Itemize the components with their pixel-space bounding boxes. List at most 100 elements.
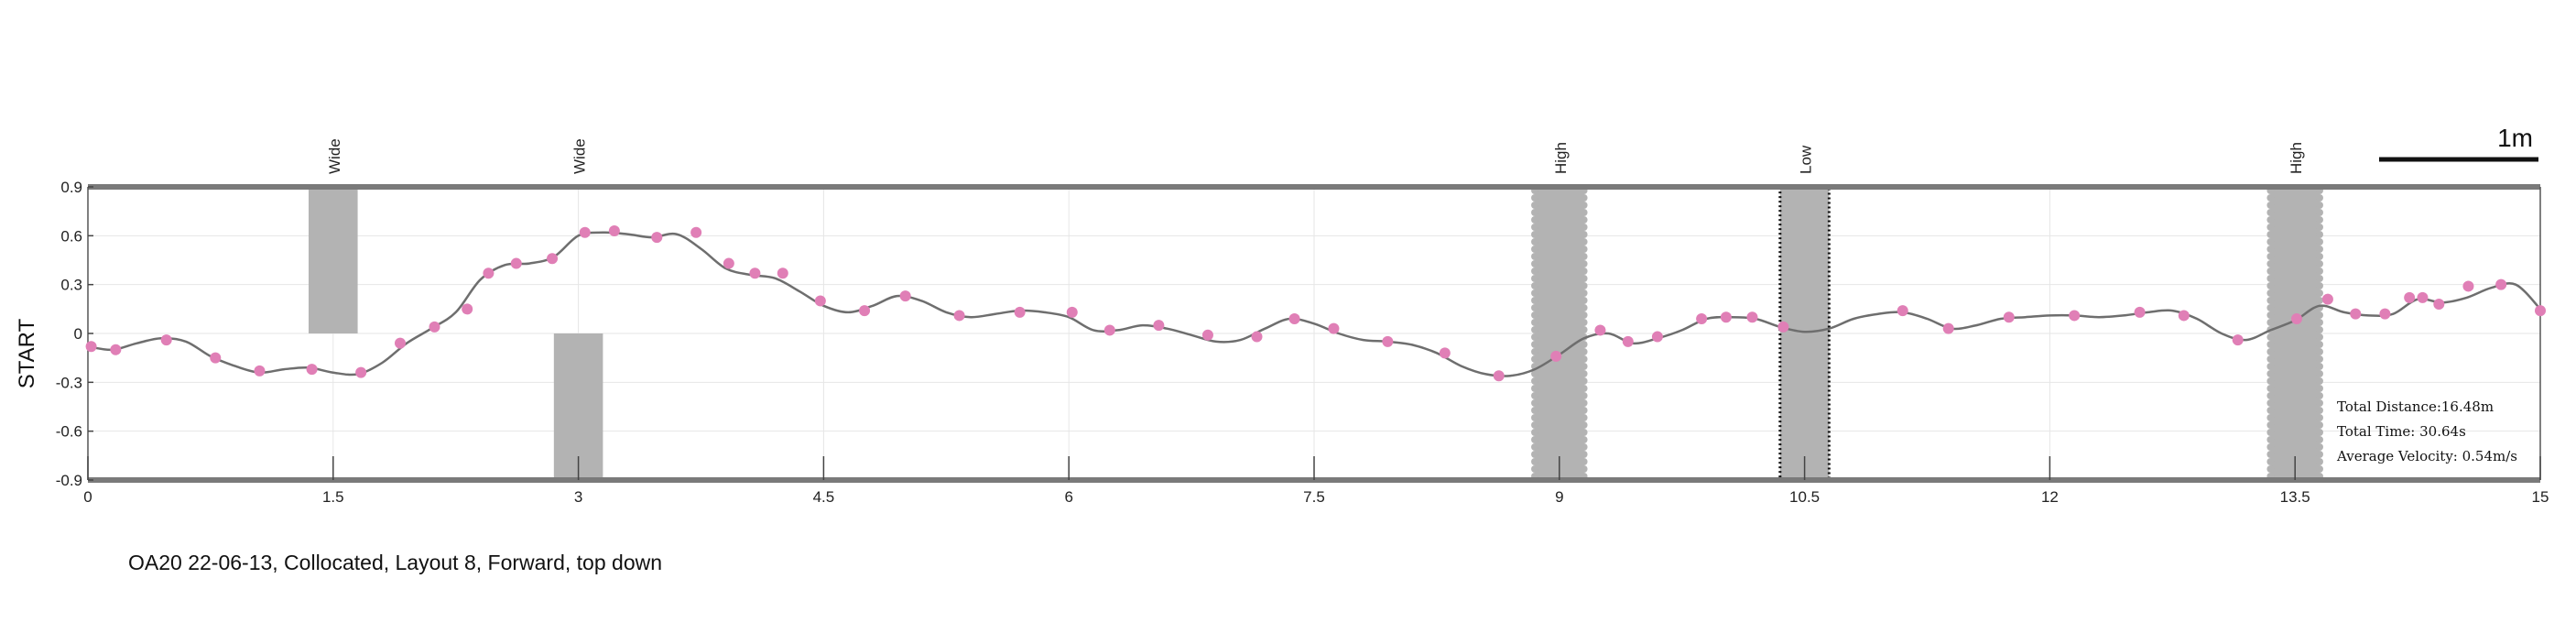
path-marker xyxy=(110,344,122,355)
obstacle-high-edge xyxy=(1531,326,1539,333)
obstacle-label: Low xyxy=(1798,145,1815,174)
obstacle-high-edge xyxy=(1531,319,1539,326)
path-marker xyxy=(2495,278,2507,290)
obstacle-high-edge xyxy=(2266,194,2275,202)
path-marker xyxy=(1288,313,1300,324)
obstacle-high-edge xyxy=(1531,304,1539,311)
path-marker xyxy=(510,257,522,269)
obstacle-high-edge xyxy=(2266,209,2275,216)
scale-bar-label: 1m xyxy=(2497,124,2533,152)
y-axis-label: START xyxy=(15,318,39,388)
obstacle-high-edge xyxy=(1531,414,1539,421)
grid xyxy=(87,186,2541,481)
y-tick-label: 0.6 xyxy=(60,227,82,245)
obstacle-high-edge xyxy=(1531,194,1539,202)
obstacle-high-edge xyxy=(1580,363,1588,370)
obstacle-high-edge xyxy=(2266,429,2275,436)
path-marker xyxy=(1439,347,1451,359)
obstacle-high-edge xyxy=(1531,202,1539,209)
obstacle-high-edge xyxy=(2266,275,2275,282)
path-marker xyxy=(85,341,97,353)
obstacle-high-edge xyxy=(1531,216,1539,224)
obstacle-high-edge xyxy=(1580,436,1588,443)
obstacle-high-edge xyxy=(2315,289,2323,297)
path-series xyxy=(87,231,2541,377)
obstacle-high-edge xyxy=(2315,224,2323,231)
obstacle-high-edge xyxy=(1531,443,1539,451)
total-distance-text: Total Distance:16.48m xyxy=(2337,398,2494,415)
obstacle-high-edge xyxy=(1531,385,1539,392)
obstacle-high-edge xyxy=(2266,421,2275,429)
path-marker xyxy=(777,267,788,279)
obstacle-high-edge xyxy=(2266,333,2275,341)
path-marker xyxy=(1550,350,1562,362)
obstacle-high-edge xyxy=(2266,282,2275,289)
path-marker xyxy=(2134,306,2146,318)
obstacle-high-edge xyxy=(1531,224,1539,231)
path-marker xyxy=(1251,331,1263,343)
path-marker xyxy=(306,364,318,376)
obstacle-high-edge xyxy=(2266,370,2275,377)
obstacle-high-edge xyxy=(2266,451,2275,458)
path-marker xyxy=(2433,299,2445,310)
obstacle-high-edge xyxy=(1580,443,1588,451)
obstacle-high-edge xyxy=(1531,246,1539,253)
obstacle-high xyxy=(2270,187,2320,480)
path-marker xyxy=(2379,308,2391,320)
path-markers xyxy=(85,225,2546,382)
path-marker xyxy=(723,257,734,269)
path-marker xyxy=(1153,320,1165,332)
obstacle-high-edge xyxy=(1580,246,1588,253)
y-tick-label: 0.9 xyxy=(60,179,82,196)
y-tick-label: 0 xyxy=(74,325,82,343)
obstacles xyxy=(309,185,2323,482)
obstacle-high-edge xyxy=(2266,392,2275,399)
obstacle-high-edge xyxy=(1580,231,1588,238)
obstacle-high-edge xyxy=(2266,348,2275,355)
obstacle-high-edge xyxy=(1531,275,1539,282)
obstacle-high-edge xyxy=(2315,377,2323,385)
obstacle-high-edge xyxy=(1580,224,1588,231)
obstacle-high-edge xyxy=(1531,370,1539,377)
obstacle-high-edge xyxy=(1531,341,1539,348)
obstacle-high-edge xyxy=(2315,267,2323,275)
obstacle-high xyxy=(1535,187,1584,480)
obstacle-high-edge xyxy=(2315,465,2323,473)
obstacle-high-edge xyxy=(1531,231,1539,238)
path-marker xyxy=(1777,321,1789,333)
obstacle-label: Wide xyxy=(571,138,589,174)
path-marker xyxy=(355,366,367,378)
obstacle-high-edge xyxy=(2266,311,2275,319)
path-marker xyxy=(859,305,871,317)
path-marker xyxy=(899,290,911,302)
obstacle-high-edge xyxy=(1580,429,1588,436)
path-marker xyxy=(1720,311,1732,323)
obstacle-high-edge xyxy=(1580,392,1588,399)
obstacle-high-edge xyxy=(2315,246,2323,253)
obstacle-high-edge xyxy=(1580,260,1588,267)
path-marker xyxy=(2350,308,2362,320)
obstacle-high-edge xyxy=(2315,260,2323,267)
obstacle-high-edge xyxy=(1580,421,1588,429)
obstacle-high-edge xyxy=(1580,319,1588,326)
y-tick-label: 0.3 xyxy=(60,277,82,294)
obstacle-high-edge xyxy=(1580,209,1588,216)
obstacle-high-edge xyxy=(2266,253,2275,260)
path-marker xyxy=(2232,334,2244,346)
obstacle-high-edge xyxy=(2315,275,2323,282)
path-marker xyxy=(1103,324,1115,336)
obstacle-high-edge xyxy=(1531,451,1539,458)
path-marker xyxy=(1746,311,1758,323)
obstacle-high-edge xyxy=(1531,436,1539,443)
obstacle-high-edge xyxy=(2266,436,2275,443)
path-marker xyxy=(210,352,222,364)
obstacle-high-edge xyxy=(2315,443,2323,451)
obstacle-high-edge xyxy=(2266,297,2275,304)
obstacle-high-edge xyxy=(2315,421,2323,429)
path-marker xyxy=(2003,311,2015,323)
obstacle-high-edge xyxy=(1580,202,1588,209)
obstacle-low xyxy=(1778,185,1831,482)
obstacle-high-edge xyxy=(1580,399,1588,407)
obstacle-wide xyxy=(309,187,358,333)
